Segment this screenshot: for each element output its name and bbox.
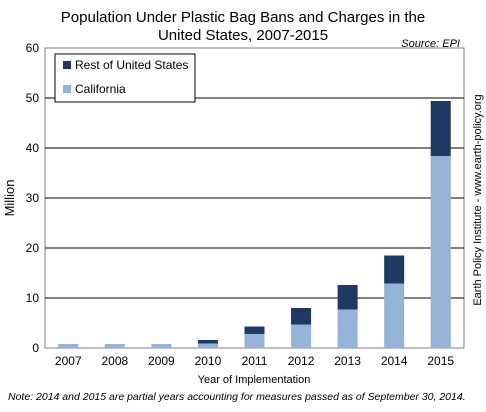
y-axis-label: Million	[2, 180, 17, 217]
x-tick-labels: 2007 2008 2009 2010 2011 2012 2013 2014 2015	[55, 354, 454, 368]
bar-california-2009	[151, 344, 172, 348]
bar-california-2012	[291, 324, 312, 348]
x-tick-label: 2011	[242, 354, 268, 368]
x-tick-label: 2008	[101, 354, 128, 368]
bar-rest-of-us-2012	[291, 308, 312, 325]
bar-rest-of-us-2015	[430, 101, 451, 156]
y-tick-label: 40	[26, 141, 40, 155]
bar-rest-of-us-2010	[197, 340, 218, 344]
bar-california-2011	[244, 334, 265, 348]
x-tick-label: 2010	[195, 354, 222, 368]
y-tick-label: 60	[26, 41, 40, 55]
chart-title-line1: Population Under Plastic Bag Bans and Ch…	[61, 9, 425, 26]
legend: Rest of United States California	[54, 53, 196, 103]
bars	[58, 101, 451, 348]
bar-california-2014	[384, 283, 405, 348]
y-tick-labels: 0 10 20 30 40 50 60	[26, 41, 40, 355]
bar-california-2015	[430, 156, 451, 348]
y-tick-label: 50	[26, 91, 40, 105]
x-tick-label: 2015	[427, 354, 454, 368]
y-tick-label: 30	[26, 191, 40, 205]
bar-rest-of-us-2014	[384, 255, 405, 284]
x-tick-label: 2014	[381, 354, 408, 368]
y-tick-label: 0	[32, 341, 39, 355]
x-tick-label: 2009	[148, 354, 175, 368]
side-credit: Earth Policy Institute - www.earth-polic…	[472, 94, 484, 305]
bar-rest-of-us-2011	[244, 326, 265, 334]
legend-box	[54, 53, 196, 103]
y-tick-label: 20	[26, 241, 40, 255]
bar-california-2013	[337, 309, 358, 348]
legend-label-california: California	[75, 82, 126, 96]
bar-california-2008	[104, 344, 125, 348]
y-tick-label: 10	[26, 291, 40, 305]
x-axis-label: Year of Implementation	[198, 374, 311, 386]
x-tick-label: 2007	[55, 354, 82, 368]
chart-title-line2: United States, 2007-2015	[158, 27, 328, 44]
legend-label-rest: Rest of United States	[75, 58, 188, 72]
bar-rest-of-us-2013	[337, 285, 358, 310]
x-tick-label: 2013	[334, 354, 361, 368]
bar-california-2010	[197, 343, 218, 348]
x-tick-label: 2012	[288, 354, 315, 368]
legend-swatch-california	[63, 85, 71, 93]
legend-swatch-rest	[63, 61, 71, 69]
bar-california-2007	[58, 344, 79, 348]
footnote: Note: 2014 and 2015 are partial years ac…	[8, 391, 466, 403]
source-label: Source: EPI	[401, 38, 460, 50]
